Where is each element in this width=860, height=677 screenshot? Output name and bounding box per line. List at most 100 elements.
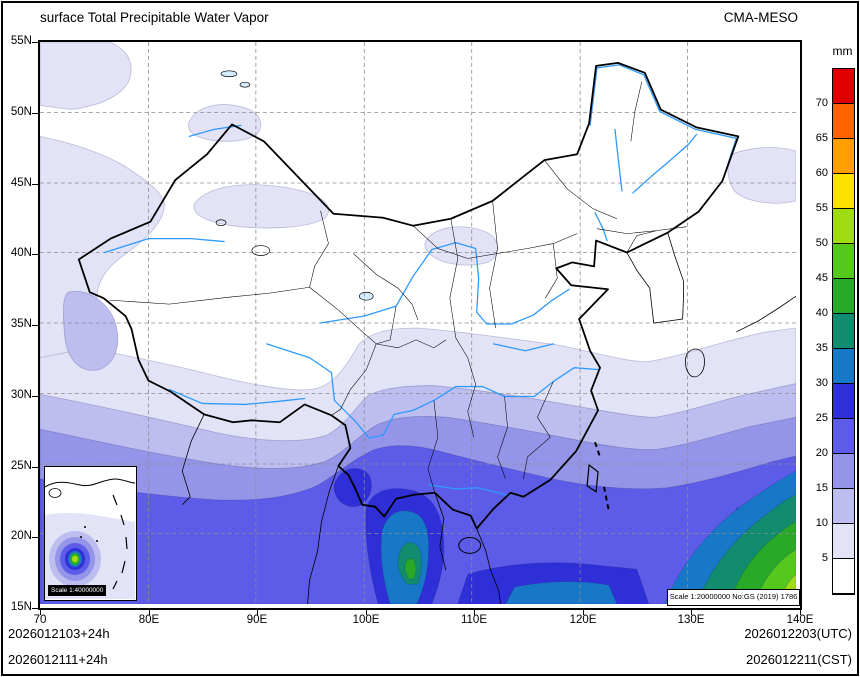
colorbar-segment	[833, 454, 854, 489]
contour-patch-ordos	[424, 226, 498, 266]
lat-tick-mark	[32, 41, 38, 43]
lon-tick-mark	[256, 610, 258, 615]
lat-tick-mark	[32, 466, 38, 468]
songhua-river	[632, 133, 698, 194]
lat-tick-label: 35N	[10, 318, 32, 330]
inset-scale-note: Scale 1:40000000	[48, 585, 107, 596]
liao-river	[594, 212, 608, 242]
china-border	[77, 61, 740, 530]
lon-tick-label: 140E	[786, 614, 814, 626]
rivers	[104, 64, 737, 497]
contour-strip-south-30	[504, 581, 618, 605]
indochina-line	[434, 492, 447, 571]
lon-tick-label: 100E	[352, 614, 380, 626]
lon-tick-label: 120E	[569, 614, 597, 626]
korea-coast	[626, 232, 684, 324]
neighbor-coastlines	[181, 232, 797, 605]
yangtze-river	[266, 343, 600, 439]
map-plot-frame	[38, 40, 802, 610]
lon-tick-label: 80E	[138, 614, 160, 626]
yarlung-river	[168, 388, 306, 406]
bengal-coast	[181, 414, 205, 505]
colorbar-segment	[833, 139, 854, 174]
lon-tick-mark	[799, 610, 801, 615]
inset-hainan	[48, 488, 62, 498]
footer-init-cst: 2026012111+24h	[8, 652, 108, 667]
colorbar-segment	[833, 279, 854, 314]
myanmar-coast	[307, 465, 339, 605]
kyushu-coast	[685, 348, 705, 378]
lon-tick-mark	[690, 610, 692, 615]
colorbar-tick-label: 65	[815, 132, 828, 144]
colorbar-tick-label: 30	[815, 377, 828, 389]
colorbar	[832, 68, 855, 595]
colorbar-segment	[833, 104, 854, 139]
lon-tick-mark	[39, 610, 41, 615]
model-name: CMA-MESO	[723, 10, 798, 25]
inset-nine-dash-line	[112, 494, 128, 590]
lat-tick-mark	[32, 183, 38, 185]
bosten-lake	[215, 219, 227, 227]
colorbar-tick-label: 55	[815, 202, 828, 214]
page-title: surface Total Precipitable Water Vapor	[40, 10, 269, 25]
contour-core-sw-40	[404, 558, 417, 580]
pearl-river	[428, 484, 511, 497]
colorbar-unit-label: mm	[832, 44, 853, 58]
hainan-island	[458, 536, 482, 554]
footer-init-utc: 2026012103+24h	[8, 626, 110, 641]
colorbar-segment	[833, 489, 854, 524]
inset-band-50	[72, 555, 78, 563]
vietnam-coast	[476, 528, 501, 605]
south-china-sea-inset: Scale 1:40000000	[44, 466, 137, 601]
colorbar-segment	[833, 314, 854, 349]
contour-patch-west-10	[62, 290, 119, 371]
amur-river	[589, 64, 737, 139]
lat-tick-mark	[32, 607, 38, 609]
contour-patch-yunnan-25	[333, 468, 372, 508]
colorbar-tick-label: 10	[815, 517, 828, 529]
inset-canvas	[44, 467, 136, 599]
colorbar-segment	[833, 209, 854, 244]
lat-tick-label: 20N	[10, 530, 32, 542]
yellow-river	[319, 241, 570, 325]
contour-band-5-northwest	[39, 41, 132, 110]
colorbar-tick-label: 35	[815, 342, 828, 354]
lop-nur-lake	[251, 245, 271, 256]
lon-tick-mark	[582, 610, 584, 615]
inset-islands	[80, 526, 98, 542]
lat-tick-mark	[32, 324, 38, 326]
footer-valid-utc: 2026012203(UTC)	[744, 626, 852, 641]
colorbar-tick-label: 20	[815, 447, 828, 459]
nen-river	[614, 128, 623, 192]
colorbar-tick-label: 60	[815, 167, 828, 179]
altai-lake	[239, 81, 251, 88]
lat-tick-label: 45N	[10, 177, 32, 189]
contour-patch-east	[727, 147, 797, 204]
lat-tick-label: 55N	[10, 35, 32, 47]
map-scale-note: Scale 1:20000000 No:GS (2019) 1786	[667, 589, 800, 606]
honshu-coast	[736, 295, 797, 333]
huai-river	[492, 343, 554, 352]
colorbar-segment	[833, 419, 854, 454]
colorbar-segment	[833, 524, 854, 559]
map-canvas	[39, 41, 797, 605]
colorbar-segment	[833, 384, 854, 419]
colorbar-segment	[833, 69, 854, 104]
colorbar-tick-label: 45	[815, 272, 828, 284]
inset-coastline	[44, 478, 136, 488]
lon-tick-mark	[473, 610, 475, 615]
lat-tick-mark	[32, 395, 38, 397]
lon-tick-label: 70	[33, 614, 47, 626]
colorbar-tick-label: 40	[815, 307, 828, 319]
lat-tick-label: 25N	[10, 460, 32, 472]
irtysh-river	[188, 124, 242, 137]
zaysan-lake	[220, 70, 238, 78]
colorbar-segment	[833, 559, 854, 594]
lat-tick-mark	[32, 536, 38, 538]
lon-tick-label: 110E	[460, 614, 487, 626]
taiwan-island	[586, 463, 599, 493]
lat-tick-mark	[32, 253, 38, 255]
lat-tick-label: 40N	[10, 247, 32, 259]
qinghai-lake	[358, 291, 374, 301]
colorbar-tick-label: 15	[815, 482, 828, 494]
